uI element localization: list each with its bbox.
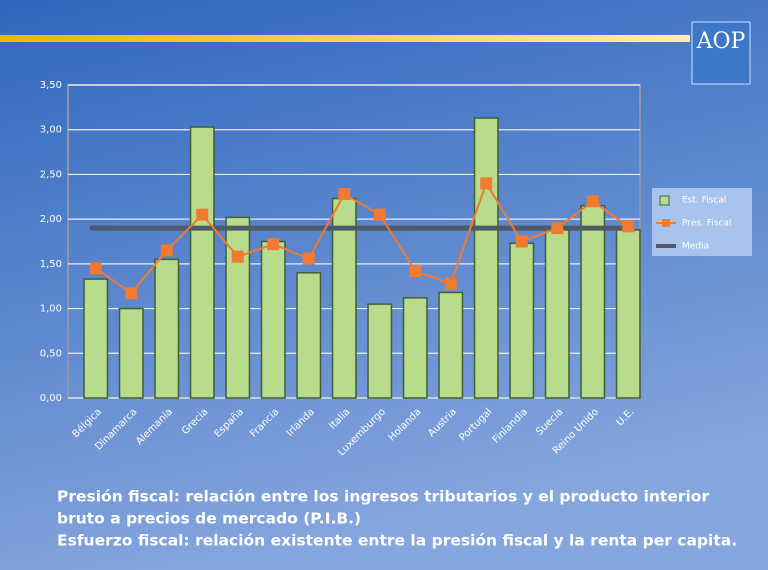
legend-swatch [662, 219, 670, 227]
bar [118, 307, 144, 399]
bar [544, 229, 570, 399]
bar [509, 242, 535, 399]
marker [196, 208, 209, 221]
logo: AOP [696, 29, 746, 54]
marker [338, 188, 351, 201]
marker [231, 250, 244, 263]
marker [267, 238, 280, 251]
y-tick-label: 3,00 [40, 125, 62, 136]
gold-stripe [0, 35, 690, 42]
legend-label: Pres. Fiscal [682, 219, 731, 229]
marker [622, 220, 635, 233]
y-tick-label: 0,50 [40, 348, 62, 359]
y-tick-label: 2,50 [40, 169, 62, 180]
bar [615, 229, 641, 399]
marker [586, 195, 599, 208]
bar [189, 126, 215, 399]
line [95, 181, 629, 295]
marker [444, 277, 457, 290]
bar [225, 216, 251, 399]
legend-swatch [659, 195, 670, 206]
marker [551, 222, 564, 235]
bar [402, 297, 428, 399]
y-tick-label: 1,50 [40, 259, 62, 270]
legend-label: Est. Fiscal [682, 196, 726, 206]
bar [473, 117, 499, 399]
bar [83, 278, 109, 399]
y-tick-label: 3,50 [40, 80, 62, 91]
marker [89, 262, 102, 275]
marker [125, 287, 138, 300]
marker [480, 177, 493, 190]
bar [296, 272, 322, 399]
caption-line: Esfuerzo fiscal: relación existente entr… [57, 532, 737, 550]
caption-line: bruto a precios de mercado (P.I.B.) [57, 510, 361, 528]
marker [515, 235, 528, 248]
bar [154, 258, 180, 399]
bar [260, 240, 286, 399]
bar [580, 204, 606, 399]
y-tick-label: 1,00 [40, 304, 62, 315]
y-tick-label: 0,00 [40, 393, 62, 404]
marker [373, 208, 386, 221]
marker [302, 252, 315, 265]
marker [409, 265, 422, 278]
bar [438, 291, 464, 399]
legend-label: Media [682, 242, 709, 252]
logo-box [691, 21, 751, 85]
caption-line: Presión fiscal: relación entre los ingre… [57, 488, 709, 506]
marker [160, 244, 173, 257]
bar [367, 303, 393, 399]
y-tick-label: 2,00 [40, 214, 62, 225]
